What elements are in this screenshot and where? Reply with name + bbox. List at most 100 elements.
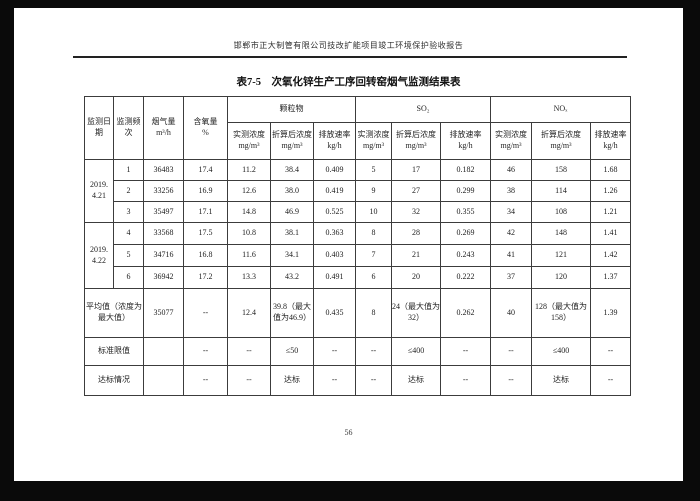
- table-cell: 35497: [143, 201, 184, 223]
- table-cell: 20: [391, 266, 442, 289]
- table-cell: 9: [355, 180, 393, 202]
- table-cell: 17: [391, 159, 442, 181]
- document-page: 邯郸市正大制管有限公司技改扩能项目竣工环境保护验收报告 表7-5 次氧化锌生产工…: [14, 8, 683, 481]
- table-row: 5 34716 16.8 11.6 34.1 0.403 7 21 0.243 41 121 1.42: [85, 244, 632, 267]
- table-cell: 36483: [143, 159, 184, 181]
- table-cell: 7: [355, 244, 393, 267]
- monitoring-table: 监测日期 监测频次 烟气量 m³/h 含氧量 % 颗粒物 SO₂ NOₓ 实测浓度 mg/m³…: [84, 96, 632, 396]
- col-header-pm-rate: 排放速率 kg/h: [312, 122, 357, 160]
- table-cell: 5: [355, 159, 393, 181]
- table-cell: ≤50: [270, 337, 314, 366]
- table-row: 达标情况 -- -- 达标 -- -- 达标 -- -- 达标 --: [84, 365, 632, 396]
- table-row: 2019. 4.21 1 36483 17.4 11.2 38.4 0.409 5 17 0.18…: [84, 159, 632, 223]
- row-label-compliance: 达标情况: [84, 365, 144, 396]
- table-cell: 36942: [143, 266, 184, 289]
- row-label-average: 平均值（浓度为最大值）: [84, 288, 144, 338]
- table-cell: 达标: [391, 365, 442, 396]
- table-cell: 46: [490, 159, 533, 181]
- table-header-row: 监测日期 监测频次 烟气量 m³/h 含氧量 % 颗粒物 SO₂ NOₓ: [84, 96, 632, 160]
- table-cell: 10.8: [227, 222, 271, 245]
- table-cell: 35077: [143, 288, 184, 338]
- row-label-limit: 标准限值: [84, 337, 144, 366]
- col-header-oxygen-content: 含氧量 %: [183, 96, 228, 160]
- table-header-row: 实测浓度 mg/m³ 折算后浓度 mg/m³ 排放速率 kg/h 实测浓度 mg/m³…: [85, 122, 632, 160]
- table-cell: --: [312, 365, 357, 396]
- table-cell: --: [490, 365, 533, 396]
- col-header-so2-rate: 排放速率 kg/h: [440, 122, 492, 160]
- table-cell: 34.1: [270, 244, 314, 267]
- table-cell: 21: [391, 244, 442, 267]
- table-cell: 16.9: [183, 180, 228, 202]
- table-cell: --: [590, 365, 632, 396]
- table-row: 3 35497 17.1 14.8 46.9 0.525 10 32 0.355 34 108 1.2…: [85, 201, 632, 223]
- table-cell: 0.409: [312, 159, 357, 181]
- table-cell: 38.0: [270, 180, 314, 202]
- table-cell: 0.403: [312, 244, 357, 267]
- table-cell: 12.4: [227, 288, 271, 338]
- table-cell: --: [355, 365, 393, 396]
- table-cell: --: [440, 337, 492, 366]
- table-cell: 33256: [143, 180, 184, 202]
- table-cell: --: [590, 337, 632, 366]
- table-cell: --: [183, 365, 228, 396]
- table-cell: 1.68: [590, 159, 632, 181]
- header-rule: [73, 56, 627, 58]
- table-cell: 17.4: [183, 159, 228, 181]
- table-cell: 2: [113, 180, 144, 202]
- table-cell: 0.491: [312, 266, 357, 289]
- table-cell: 4: [113, 222, 144, 245]
- table-cell: 128（最大值为158）: [531, 288, 592, 338]
- table-cell: 达标: [531, 365, 592, 396]
- table-cell: 0.355: [440, 201, 492, 223]
- table-cell: [143, 365, 184, 396]
- table-cell: 0.243: [440, 244, 492, 267]
- col-header-frequency: 监测频次: [113, 96, 144, 160]
- table-cell: --: [183, 288, 228, 338]
- col-header-pm-converted: 折算后浓度 mg/m³: [270, 122, 314, 160]
- col-header-pm-measured: 实测浓度 mg/m³: [227, 122, 271, 160]
- col-header-nox-converted: 折算后浓度 mg/m³: [531, 122, 592, 160]
- table-cell: 39.8（最大值为46.9）: [270, 288, 314, 338]
- table-title: 表7-5 次氧化锌生产工序回转窑烟气监测结果表: [236, 77, 461, 88]
- col-header-nox-measured: 实测浓度 mg/m³: [490, 122, 533, 160]
- table-cell: 6: [113, 266, 144, 289]
- col-header-flue-gas-volume: 烟气量 m³/h: [143, 96, 184, 160]
- table-cell: 40: [490, 288, 533, 338]
- table-cell: 120: [531, 266, 592, 289]
- table-cell: 5: [113, 244, 144, 267]
- table-cell: 38: [490, 180, 533, 202]
- table-cell: 8: [355, 222, 393, 245]
- table-cell: 33568: [143, 222, 184, 245]
- table-cell: 0.435: [312, 288, 357, 338]
- table-cell: 0.269: [440, 222, 492, 245]
- table-cell: 114: [531, 180, 592, 202]
- table-cell: 148: [531, 222, 592, 245]
- table-cell: 24（最大值为32）: [391, 288, 442, 338]
- table-cell: 121: [531, 244, 592, 267]
- table-cell: --: [312, 337, 357, 366]
- report-header: 邯郸市正大制管有限公司技改扩能项目竣工环境保护验收报告: [233, 41, 464, 50]
- table-cell: 17.5: [183, 222, 228, 245]
- table-cell: 43.2: [270, 266, 314, 289]
- table-row: 2019. 4.22 4 33568 17.5 10.8 38.1 0.363 8 28 0.26…: [84, 222, 632, 289]
- table-cell: 32: [391, 201, 442, 223]
- table-row: 6 36942 17.2 13.3 43.2 0.491 6 20 0.222 37 120 1.37: [85, 266, 632, 289]
- table-cell: 0.525: [312, 201, 357, 223]
- table-cell: 28: [391, 222, 442, 245]
- table-cell: 10: [355, 201, 393, 223]
- table-cell: 0.182: [440, 159, 492, 181]
- col-header-nox-rate: 排放速率 kg/h: [590, 122, 632, 160]
- col-header-so2-converted: 折算后浓度 mg/m³: [391, 122, 442, 160]
- table-cell: 34716: [143, 244, 184, 267]
- table-cell: 1.21: [590, 201, 632, 223]
- table-cell: 1: [113, 159, 144, 181]
- table-cell: 38.1: [270, 222, 314, 245]
- table-row: 平均值（浓度为最大值） 35077 -- 12.4 39.8（最大值为46.9） 0.43…: [84, 288, 632, 338]
- table-row: 2 33256 16.9 12.6 38.0 0.419 9 27 0.299 38 114 1.26: [85, 180, 632, 202]
- col-header-date: 监测日期: [84, 96, 114, 160]
- table-cell: 17.1: [183, 201, 228, 223]
- table-cell: 3: [113, 201, 144, 223]
- table-cell: 0.262: [440, 288, 492, 338]
- table-cell: 16.8: [183, 244, 228, 267]
- table-cell: --: [183, 337, 228, 366]
